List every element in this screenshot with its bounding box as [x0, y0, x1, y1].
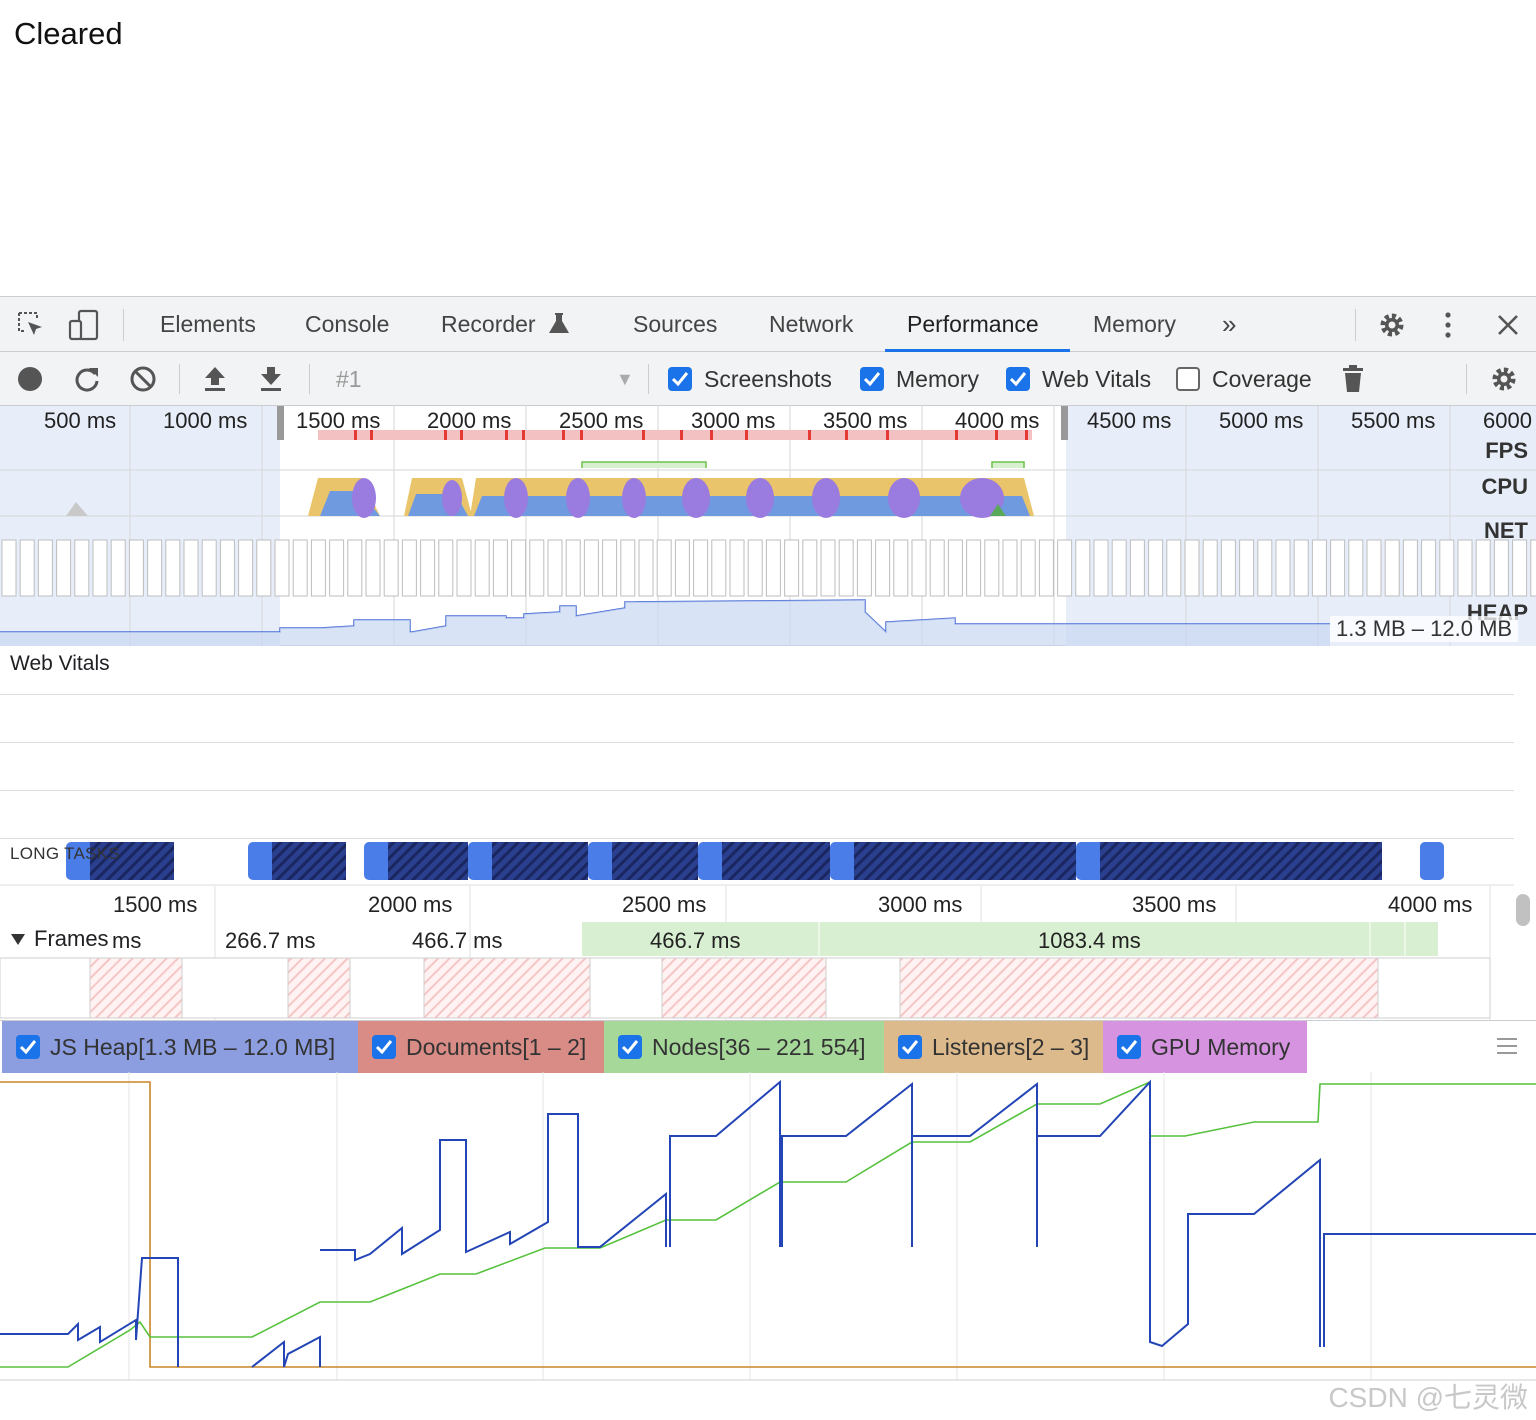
net-track-label: NET	[1484, 518, 1528, 543]
capture-settings-gear-icon[interactable]	[1489, 364, 1519, 394]
chevron-double-right-icon[interactable]: »	[1222, 309, 1237, 339]
settings-gear-icon[interactable]	[1377, 310, 1407, 340]
frame-duration: 466.7 ms	[650, 928, 741, 953]
overview-graphics	[0, 406, 1536, 646]
reload-icon[interactable]	[73, 365, 101, 393]
long-tasks-label: LONG TASKS	[10, 844, 121, 863]
overview-tick: 4000 ms	[955, 408, 1040, 433]
inspect-element-icon[interactable]	[16, 310, 46, 340]
frames-label: Frames	[34, 926, 109, 952]
timeline-tick: 3500 ms	[1132, 892, 1217, 917]
web-vitals-title: Web Vitals	[10, 652, 110, 675]
tab-memory[interactable]: Memory	[1093, 311, 1177, 337]
listeners-counter[interactable]: Listeners[2 – 3]	[884, 1021, 1103, 1073]
screenshots-checkbox[interactable]	[668, 367, 692, 391]
documents-counter-label: Documents[1 – 2]	[406, 1034, 587, 1060]
kebab-menu-icon[interactable]	[1440, 310, 1456, 340]
memory-counter-graph	[0, 1072, 1536, 1381]
overview-tick: 1000 ms	[163, 408, 248, 433]
gpu-memory-counter-label: GPU Memory	[1151, 1034, 1291, 1060]
nodes-counter[interactable]: Nodes[36 – 221 554]	[604, 1021, 884, 1073]
tab-recorder[interactable]: Recorder	[441, 311, 536, 337]
overview-tick: 6000	[1483, 408, 1532, 433]
memory-checkbox[interactable]	[860, 367, 884, 391]
overview-tick: 1500 ms	[296, 408, 381, 433]
clear-icon[interactable]	[129, 365, 157, 393]
coverage-checkbox[interactable]	[1176, 367, 1200, 391]
js-heap-counter[interactable]: JS Heap[1.3 MB – 12.0 MB]	[2, 1021, 358, 1073]
heap-range-label: 1.3 MB – 12.0 MB	[1330, 616, 1519, 642]
overview-tick: 3000 ms	[691, 408, 776, 433]
overview-tick: 5500 ms	[1351, 408, 1436, 433]
tab-sources[interactable]: Sources	[633, 311, 718, 337]
overview-tick: 500 ms	[44, 408, 117, 433]
tab-network[interactable]: Network	[769, 311, 854, 337]
nodes-counter-label: Nodes[36 – 221 554]	[652, 1034, 866, 1060]
tab-performance[interactable]: Performance	[885, 297, 1070, 352]
close-icon[interactable]	[1496, 313, 1520, 337]
overview-tick: 4500 ms	[1087, 408, 1172, 433]
web-vitals-label: Web Vitals	[1042, 366, 1152, 392]
listeners-counter-label: Listeners[2 – 3]	[932, 1034, 1090, 1060]
recording-select[interactable]: #1	[336, 366, 362, 392]
devtools-tab-bar: Elements Console Recorder Sources Networ…	[0, 296, 1536, 352]
long-tasks-track	[0, 842, 1514, 886]
timeline-overview[interactable]: 500 ms 1000 ms 1500 ms 2000 ms 2500 ms 3…	[0, 406, 1536, 646]
device-toolbar-icon[interactable]	[68, 309, 100, 341]
timeline-tick: 4000 ms	[1388, 892, 1473, 917]
record-icon[interactable]	[17, 366, 43, 392]
performance-toolbar: #1 ▼ Screenshots Memory Web Vitals Cover…	[0, 352, 1536, 406]
js-heap-counter-label: JS Heap[1.3 MB – 12.0 MB]	[50, 1034, 336, 1060]
frame-duration: ms	[112, 928, 142, 953]
timeline-tick: 2500 ms	[622, 892, 707, 917]
overview-tick: 2500 ms	[559, 408, 644, 433]
csdn-watermark: CSDN @七灵微	[1328, 1382, 1528, 1413]
frame-duration: 466.7 ms	[412, 928, 503, 953]
chevron-down-icon[interactable]: ▼	[616, 369, 634, 389]
cpu-track-label: CPU	[1481, 474, 1528, 499]
frame-duration: 1083.4 ms	[1038, 928, 1141, 953]
gpu-memory-counter[interactable]: GPU Memory	[1103, 1021, 1307, 1073]
trash-icon[interactable]	[1341, 364, 1365, 394]
frame-duration: 266.7 ms	[225, 928, 316, 953]
timeline-tick: 1500 ms	[113, 892, 198, 917]
screenshots-label: Screenshots	[704, 366, 832, 392]
memory-counters-bar: JS Heap[1.3 MB – 12.0 MB] Documents[1 – …	[0, 1020, 1536, 1073]
overview-tick: 5000 ms	[1219, 408, 1304, 433]
flask-icon	[549, 313, 569, 333]
memory-label: Memory	[896, 366, 980, 392]
timeline-tick: 3000 ms	[878, 892, 963, 917]
collapse-triangle-icon[interactable]	[10, 932, 26, 946]
fps-track-label: FPS	[1485, 438, 1528, 463]
timeline-tick: 2000 ms	[368, 892, 453, 917]
tab-elements[interactable]: Elements	[160, 311, 256, 337]
web-vitals-checkbox[interactable]	[1006, 367, 1030, 391]
coverage-label: Coverage	[1212, 366, 1312, 392]
download-icon[interactable]	[258, 365, 284, 393]
upload-icon[interactable]	[202, 365, 228, 393]
hamburger-menu-icon[interactable]	[1496, 1037, 1518, 1055]
page-content-text: Cleared	[14, 16, 123, 51]
frames-track[interactable]	[0, 886, 1536, 1020]
overview-tick: 2000 ms	[427, 408, 512, 433]
tab-console[interactable]: Console	[305, 311, 390, 337]
overview-tick: 3500 ms	[823, 408, 908, 433]
documents-counter[interactable]: Documents[1 – 2]	[358, 1021, 604, 1073]
